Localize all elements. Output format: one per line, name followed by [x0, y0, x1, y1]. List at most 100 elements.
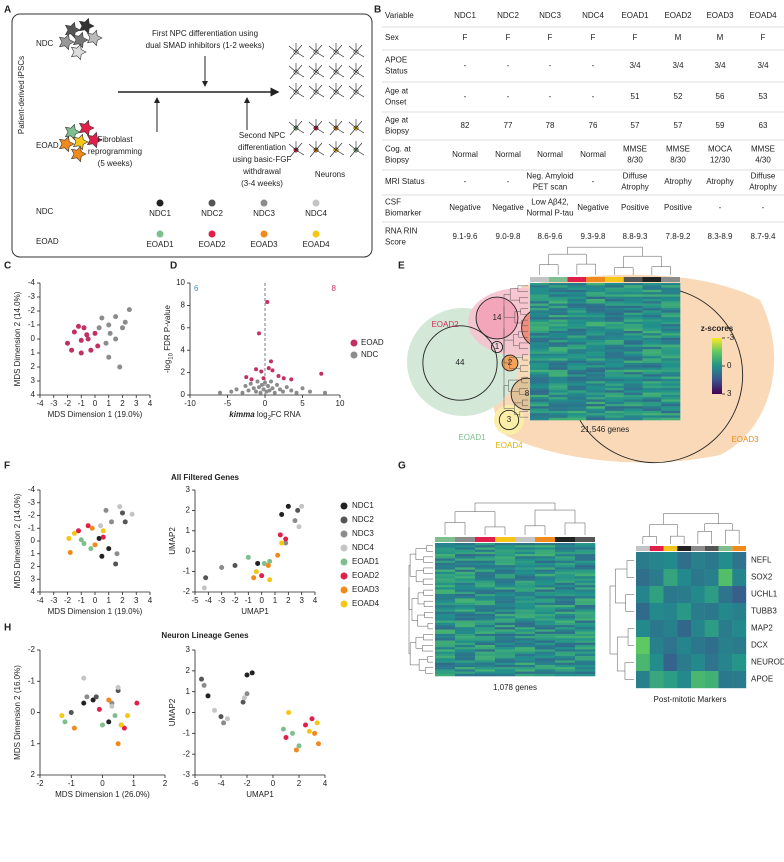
x-tick-label: -2	[64, 596, 72, 605]
point	[84, 694, 90, 700]
heatmap-texture	[623, 353, 643, 357]
heatmap-texture	[642, 321, 662, 325]
point	[90, 697, 96, 703]
heatmap-texture	[475, 582, 496, 586]
column-annotation	[732, 546, 746, 551]
x-tick-label: 1	[273, 596, 278, 605]
heatmap-texture	[495, 611, 516, 615]
heatmap-texture	[535, 638, 556, 641]
heatmap-texture	[548, 399, 568, 403]
heatmap-texture	[555, 562, 576, 566]
heatmap-texture	[575, 627, 596, 630]
column-annotation	[642, 277, 662, 282]
y-axis-label: MDS Dimension 2 (16.0%)	[13, 665, 22, 760]
y-tick-label: -1	[183, 567, 191, 576]
heatmap-texture	[548, 294, 568, 297]
heatmap-texture	[642, 415, 662, 419]
neuron-neurite	[355, 84, 363, 93]
heatmap-texture	[605, 283, 625, 286]
legend-dot	[350, 339, 358, 347]
heatmap-texture	[515, 565, 536, 568]
heatmap-texture	[515, 660, 536, 663]
y-tick-label: 0	[186, 708, 191, 717]
heatmap-texture	[642, 301, 662, 304]
dendrogram	[623, 255, 662, 268]
heatmap-texture	[575, 613, 596, 617]
x-tick-label: 4	[313, 596, 318, 605]
heatmap-texture	[575, 649, 596, 652]
heatmap-texture	[535, 582, 556, 586]
heatmap-texture	[475, 653, 496, 657]
point	[85, 523, 91, 529]
heatmap-texture	[555, 605, 576, 608]
heatmap-texture	[575, 556, 596, 559]
heatmap-texture	[515, 607, 536, 610]
count-label: 8	[332, 284, 337, 293]
heatmap-texture	[435, 585, 456, 588]
heatmap-texture	[605, 369, 625, 373]
heatmap-texture	[535, 589, 556, 593]
heatmap-texture	[555, 556, 576, 559]
neuron-neurite	[335, 91, 345, 98]
heatmap-cell	[663, 637, 678, 655]
heatmap-texture	[548, 401, 568, 405]
heatmap-texture	[586, 305, 606, 309]
heatmap-texture	[567, 308, 587, 311]
heatmap-texture	[605, 390, 625, 393]
heatmap-texture	[586, 330, 606, 334]
heatmap-texture	[567, 383, 587, 387]
heatmap-texture	[548, 349, 568, 352]
heatmap-texture	[495, 543, 516, 546]
legend-label: EOAD2	[198, 240, 226, 249]
point	[257, 385, 261, 390]
heatmap-texture	[642, 381, 662, 384]
table-cell: M	[675, 33, 682, 42]
table-row-label: Biopsy	[385, 127, 409, 136]
heatmap-texture	[586, 385, 606, 389]
heatmap-texture	[515, 578, 536, 581]
dendrogram	[408, 587, 411, 655]
heatmap-texture	[642, 335, 662, 339]
heatmap-texture	[605, 356, 625, 359]
table-cell: Neg. Amyloid	[526, 172, 573, 181]
column-annotation	[605, 277, 624, 282]
heatmap-texture	[435, 556, 456, 559]
heatmap-cell	[649, 552, 664, 570]
heatmap-texture	[555, 551, 576, 555]
colorbar-label: -3	[727, 333, 735, 342]
heatmap-texture	[455, 631, 476, 635]
heatmap-texture	[548, 417, 568, 421]
heatmap-texture	[455, 578, 476, 581]
heatmap-texture	[435, 562, 456, 566]
heatmap-texture	[548, 404, 568, 407]
legend-label: EOAD3	[250, 240, 278, 249]
point	[303, 722, 308, 728]
heatmap-texture	[623, 289, 643, 293]
heatmap-texture	[642, 314, 662, 318]
panel-label: D	[170, 261, 177, 272]
heatmap-texture	[661, 378, 681, 382]
heatmap-texture	[548, 333, 568, 336]
heatmap-texture	[515, 554, 536, 557]
set-label: EOAD3	[731, 435, 759, 444]
heatmap-texture	[495, 609, 516, 613]
point	[266, 366, 271, 371]
heatmap-texture	[475, 545, 496, 548]
dendrogram	[422, 645, 433, 652]
point	[259, 573, 265, 579]
neuron-neurite	[329, 149, 337, 158]
heatmap-texture	[475, 600, 496, 604]
heatmap-texture	[530, 397, 550, 400]
heatmap-texture	[535, 620, 556, 624]
heatmap-texture	[530, 319, 550, 323]
heatmap-texture	[575, 582, 596, 586]
heatmap-texture	[495, 627, 516, 630]
heatmap-texture	[548, 369, 568, 373]
point	[109, 703, 115, 709]
heatmap-texture	[475, 640, 496, 644]
heatmap-texture	[555, 571, 576, 575]
dendrogram	[484, 526, 506, 535]
label-part: FDR P-value	[163, 304, 172, 353]
heatmap-texture	[623, 397, 643, 400]
point	[323, 390, 327, 395]
